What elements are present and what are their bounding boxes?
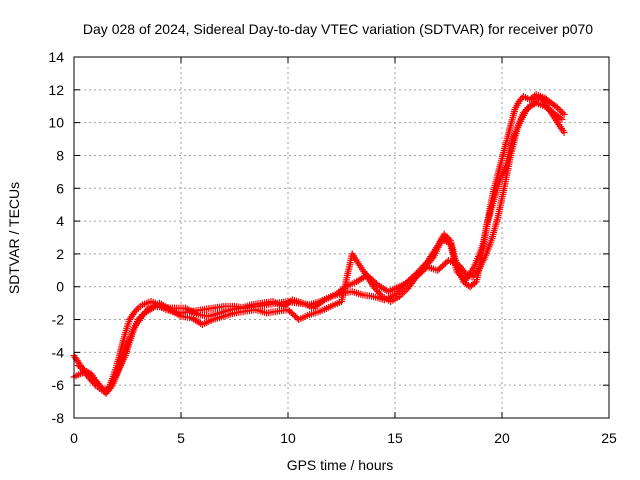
series-2: [70, 92, 568, 397]
data-point: [555, 106, 563, 113]
data-point: [402, 286, 410, 294]
y-axis-label: SDTVAR / TECUs: [6, 182, 22, 294]
data-point: [95, 381, 103, 389]
data-point: [94, 380, 101, 387]
data-point: [377, 291, 385, 299]
data-point: [560, 129, 568, 136]
data-point: [471, 270, 479, 278]
data-point: [287, 297, 295, 305]
data-point: [428, 255, 436, 263]
x-tick-label: 25: [601, 430, 617, 446]
y-tick-label: 8: [56, 147, 64, 163]
y-tick-label: 14: [48, 49, 64, 65]
series-3: [74, 99, 566, 394]
y-tick-label: 4: [56, 213, 64, 229]
data-points: [70, 91, 568, 397]
y-tick-label: 2: [56, 246, 64, 262]
y-tick-label: 10: [48, 115, 64, 131]
data-point: [533, 96, 541, 104]
tick-labels: 0 5 10 15 20 25 -8 -6 -4 -2 0 2 4 6 8 10 12 14: [48, 49, 617, 446]
y-tick-label: 12: [48, 82, 64, 98]
plot-frame: [73, 56, 610, 419]
data-point: [558, 115, 566, 123]
x-axis-label: GPS time / hours: [287, 457, 394, 473]
data-point: [133, 306, 141, 314]
y-tick-label: -8: [52, 410, 65, 426]
data-point: [453, 268, 461, 276]
data-point: [560, 110, 568, 118]
y-tick-label: 0: [56, 279, 64, 295]
data-point: [457, 271, 464, 279]
data-point: [79, 365, 87, 373]
axis-ticks: [73, 56, 610, 419]
y-tick-label: -4: [52, 344, 65, 360]
data-point: [397, 291, 405, 299]
data-point: [440, 230, 448, 238]
y-tick-label: 6: [56, 180, 64, 196]
data-point: [557, 107, 565, 115]
data-point: [458, 273, 466, 281]
data-point: [97, 383, 105, 391]
data-point: [395, 293, 403, 301]
chart-title: Day 028 of 2024, Sidereal Day-to-day VTE…: [83, 21, 593, 37]
data-point: [473, 268, 481, 276]
x-tick-label: 15: [387, 430, 403, 446]
x-tick-label: 10: [280, 430, 296, 446]
grid: [74, 57, 609, 418]
y-tick-label: -6: [52, 377, 65, 393]
data-point: [400, 288, 408, 296]
x-tick-label: 0: [70, 430, 78, 446]
data-point: [554, 104, 562, 112]
data-point: [455, 270, 463, 278]
data-point: [556, 114, 564, 122]
x-tick-label: 5: [177, 430, 185, 446]
y-tick-label: -2: [52, 312, 65, 328]
data-point: [559, 109, 566, 117]
x-tick-label: 20: [494, 430, 510, 446]
data-point: [399, 289, 407, 297]
